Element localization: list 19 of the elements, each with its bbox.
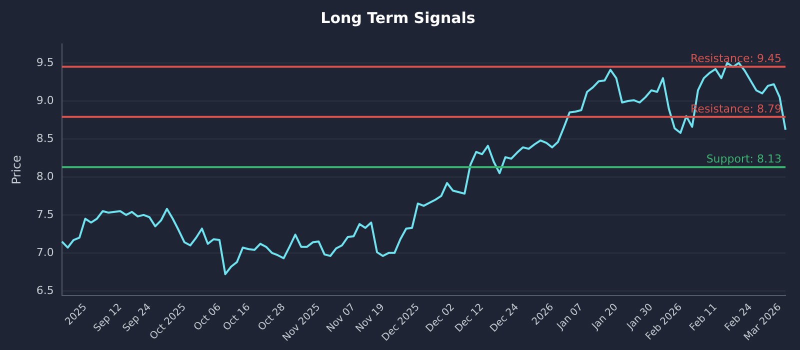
x-tick-label: Feb 11 xyxy=(688,302,720,334)
y-tick-label: 8.0 xyxy=(36,170,54,183)
x-tick-label: Dec 12 xyxy=(453,302,486,335)
x-tick-label: Jan 07 xyxy=(554,302,586,333)
y-tick-label: 9.0 xyxy=(36,94,54,107)
y-tick-label: 8.5 xyxy=(36,132,54,145)
ref-line-label: Support: 8.13 xyxy=(706,152,782,166)
ref-line-label: Resistance: 9.45 xyxy=(690,52,782,66)
x-tick-label: Oct 16 xyxy=(221,302,253,334)
x-tick-label: Jan 20 xyxy=(590,302,620,333)
y-tick-label: 9.5 xyxy=(36,56,54,69)
y-tick-label: 7.5 xyxy=(36,208,54,221)
x-tick-label: Oct 06 xyxy=(192,302,224,334)
chart-title: Long Term Signals xyxy=(320,8,476,27)
x-tick-label: Dec 24 xyxy=(488,302,522,335)
y-tick-label: 7.0 xyxy=(36,246,54,259)
x-tick-label: Oct 28 xyxy=(256,302,288,334)
y-tick-label: 6.5 xyxy=(36,284,54,297)
y-axis-title: Price xyxy=(9,155,24,184)
